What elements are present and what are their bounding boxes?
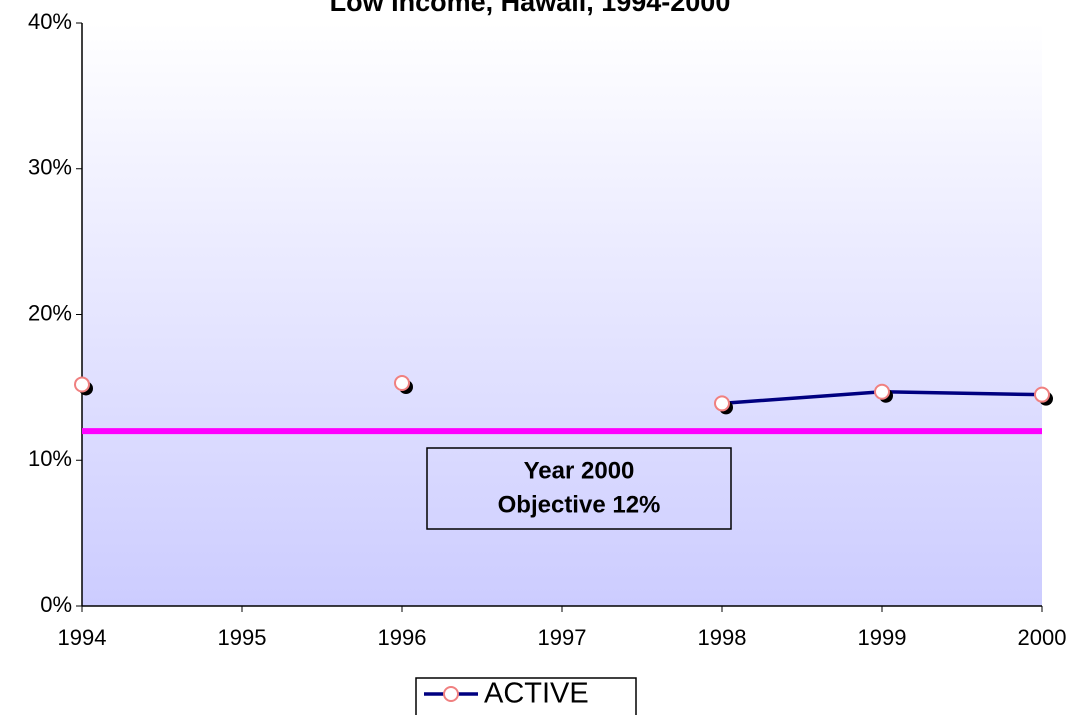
x-tick-label: 2000: [1018, 625, 1067, 650]
legend-marker: [443, 686, 459, 702]
x-tick-label: 1995: [218, 625, 267, 650]
legend-label: ACTIVE: [484, 678, 589, 710]
x-tick-label: 1998: [698, 625, 747, 650]
x-tick-label: 1997: [538, 625, 587, 650]
annotation-text: Year 2000: [524, 457, 635, 484]
chart-title: Low Income, Hawaii, 1994-2000: [330, 0, 731, 17]
y-tick-label: 10%: [28, 446, 72, 471]
x-tick-label: 1994: [58, 625, 107, 650]
marker: [874, 383, 890, 400]
y-tick-label: 40%: [28, 9, 72, 34]
marker: [714, 395, 730, 412]
y-tick-label: 0%: [40, 592, 72, 617]
marker: [1034, 386, 1050, 403]
x-tick-label: 1999: [858, 625, 907, 650]
x-tick-label: 1996: [378, 625, 427, 650]
marker: [74, 376, 90, 393]
annotation-box: [426, 447, 732, 530]
annotation-text: Objective 12%: [498, 491, 661, 518]
marker: [394, 375, 410, 392]
y-tick-label: 20%: [28, 300, 72, 325]
plot-area: [82, 23, 1042, 606]
y-tick-label: 30%: [28, 155, 72, 180]
